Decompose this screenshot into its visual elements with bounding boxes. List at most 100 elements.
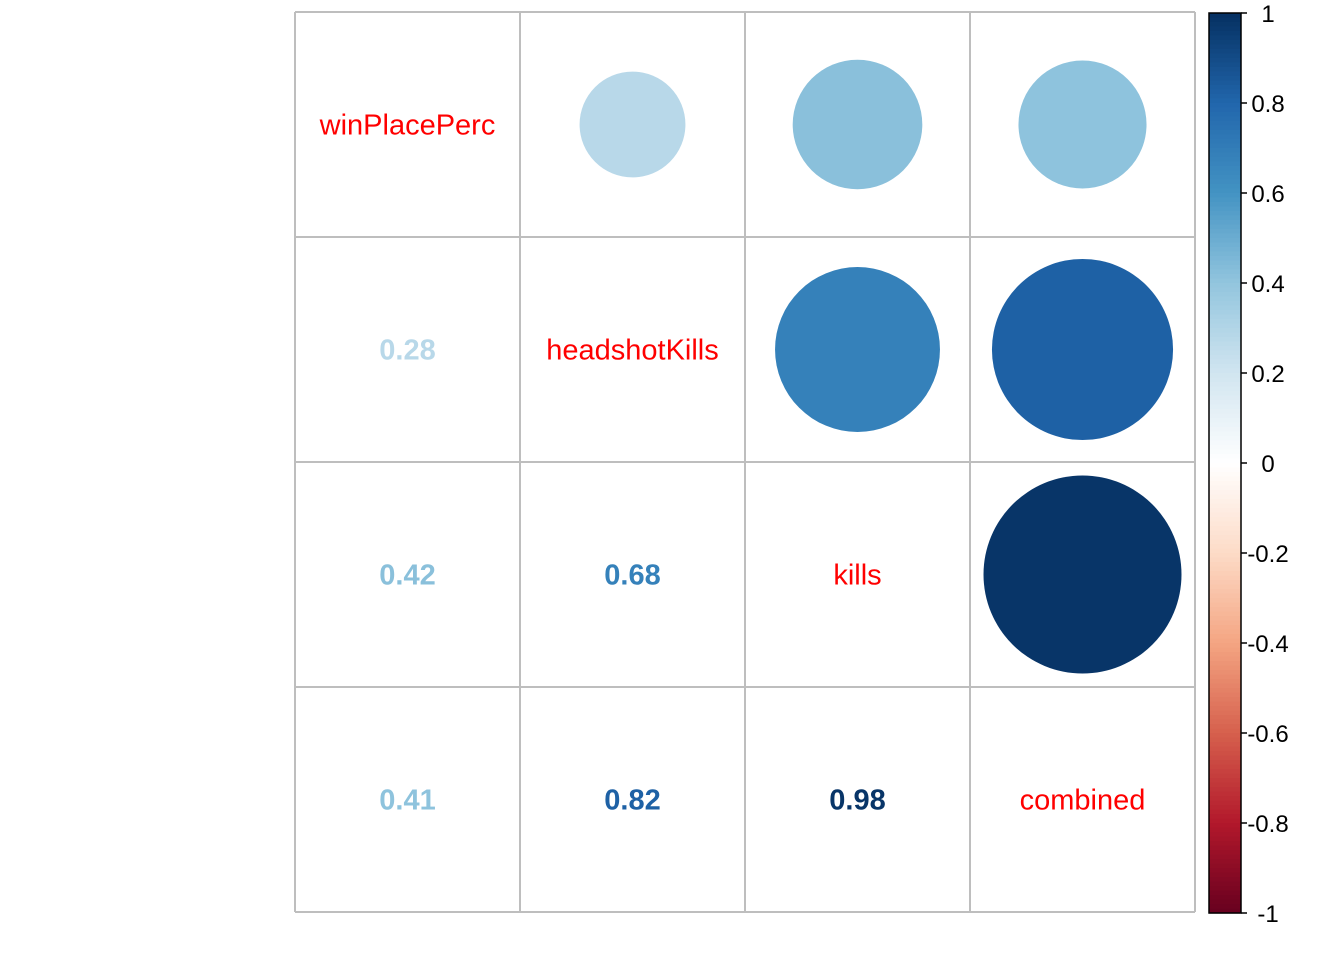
colorbar-segment xyxy=(1209,598,1241,604)
colorbar-segment xyxy=(1209,337,1241,343)
colorbar-segment xyxy=(1209,31,1241,37)
colorbar-segment xyxy=(1209,733,1241,739)
grid-lines xyxy=(294,11,1196,913)
colorbar-segment xyxy=(1209,791,1241,797)
colorbar-segment xyxy=(1209,287,1241,293)
colorbar-segment xyxy=(1209,602,1241,608)
colorbar-segment xyxy=(1209,80,1241,86)
colorbar-segment xyxy=(1209,382,1241,388)
colorbar-segment xyxy=(1209,175,1241,181)
colorbar-segment xyxy=(1209,17,1241,23)
corr-circle-kills-combined xyxy=(983,475,1182,674)
colorbar-segment xyxy=(1209,728,1241,734)
colorbar-segment xyxy=(1209,787,1241,793)
colorbar-segment xyxy=(1209,472,1241,478)
colorbar-segment xyxy=(1209,238,1241,244)
colorbar-segment xyxy=(1209,508,1241,514)
colorbar-segment xyxy=(1209,206,1241,212)
colorbar-segment xyxy=(1209,566,1241,572)
colorbar-segment xyxy=(1209,98,1241,104)
colorbar-segment xyxy=(1209,445,1241,451)
colorbar-segment xyxy=(1209,49,1241,55)
colorbar-segment xyxy=(1209,625,1241,631)
colorbar-segment xyxy=(1209,490,1241,496)
colorbar-segment xyxy=(1209,823,1241,829)
corr-value-label: 0.98 xyxy=(829,785,885,817)
colorbar-segment xyxy=(1209,40,1241,46)
colorbar-segment xyxy=(1209,139,1241,145)
colorbar-segment xyxy=(1209,805,1241,811)
colorbar-segment xyxy=(1209,544,1241,550)
colorbar-segment xyxy=(1209,211,1241,217)
colorbar-segment xyxy=(1209,746,1241,752)
colorbar-segment xyxy=(1209,251,1241,257)
colorbar-segment xyxy=(1209,148,1241,154)
colorbar-segment xyxy=(1209,634,1241,640)
colorbar-segment xyxy=(1209,422,1241,428)
colorbar-segment xyxy=(1209,908,1241,914)
colorbar-segment xyxy=(1209,395,1241,401)
colorbar-segment xyxy=(1209,859,1241,865)
colorbar-segment xyxy=(1209,368,1241,374)
colorbar-segment xyxy=(1209,463,1241,469)
corr-value-label: 0.82 xyxy=(604,785,660,817)
colorbar-segment xyxy=(1209,719,1241,725)
colorbar-segment xyxy=(1209,332,1241,338)
colorbar-segment xyxy=(1209,220,1241,226)
colorbar-tick-label: 0.6 xyxy=(1251,181,1284,208)
colorbar-segment xyxy=(1209,107,1241,113)
colorbar-segment xyxy=(1209,94,1241,100)
colorbar-tick-label: 0.2 xyxy=(1251,361,1284,388)
colorbar-segment xyxy=(1209,157,1241,163)
colorbar-segment xyxy=(1209,688,1241,694)
colorbar-segment xyxy=(1209,697,1241,703)
colorbar-segment xyxy=(1209,314,1241,320)
colorbar-segment xyxy=(1209,575,1241,581)
colorbar-segment xyxy=(1209,755,1241,761)
colorbar-segment xyxy=(1209,854,1241,860)
colorbar-segment xyxy=(1209,103,1241,109)
colorbar-segment xyxy=(1209,85,1241,91)
colorbar-segment xyxy=(1209,832,1241,838)
colorbar-segment xyxy=(1209,589,1241,595)
colorbar-segment xyxy=(1209,467,1241,473)
colorbar-segment xyxy=(1209,548,1241,554)
colorbar-segment xyxy=(1209,179,1241,185)
colorbar-segment xyxy=(1209,863,1241,869)
colorbar-segment xyxy=(1209,454,1241,460)
colorbar-segment xyxy=(1209,580,1241,586)
colorbar-tick-label: 1 xyxy=(1261,1,1274,28)
colorbar-segment xyxy=(1209,116,1241,122)
colorbar-segment xyxy=(1209,607,1241,613)
colorbar-segment xyxy=(1209,553,1241,559)
colorbar-segment xyxy=(1209,391,1241,397)
colorbar-tick-label: -0.8 xyxy=(1247,811,1288,838)
colorbar-segment xyxy=(1209,76,1241,82)
colorbar-segment xyxy=(1209,661,1241,667)
corr-value-label: 0.42 xyxy=(379,560,435,592)
colorbar-segment xyxy=(1209,530,1241,536)
colorbar-segment xyxy=(1209,278,1241,284)
colorbar-tick-label: -0.2 xyxy=(1247,541,1288,568)
colorbar-segment xyxy=(1209,643,1241,649)
colorbar-segment xyxy=(1209,773,1241,779)
corr-circle-winPlacePerc-combined xyxy=(1018,60,1147,189)
corr-circle-headshotKills-combined xyxy=(991,258,1174,441)
colorbar-segment xyxy=(1209,143,1241,149)
colorbar-segment xyxy=(1209,652,1241,658)
colorbar-segment xyxy=(1209,620,1241,626)
colorbar-segment xyxy=(1209,71,1241,77)
colorbar-segment xyxy=(1209,386,1241,392)
colorbar-segment xyxy=(1209,904,1241,910)
colorbar-segment xyxy=(1209,346,1241,352)
colorbar-segment xyxy=(1209,319,1241,325)
colorbar-segment xyxy=(1209,638,1241,644)
colorbar-segment xyxy=(1209,373,1241,379)
colorbar-segment xyxy=(1209,584,1241,590)
colorbar-segment xyxy=(1209,535,1241,541)
corr-circle-winPlacePerc-headshotKills xyxy=(579,71,686,178)
colorbar-segment xyxy=(1209,89,1241,95)
colorbar-segment xyxy=(1209,845,1241,851)
colorbar-segment xyxy=(1209,485,1241,491)
